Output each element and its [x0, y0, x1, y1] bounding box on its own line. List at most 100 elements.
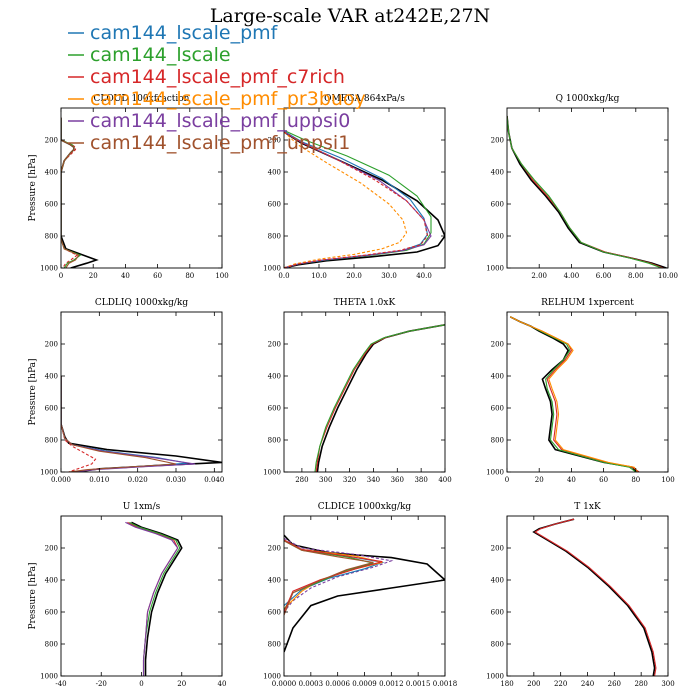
series-line: [284, 534, 445, 653]
y-tick-label: 800: [491, 233, 504, 241]
x-tick-label: 280: [634, 680, 647, 688]
series-line: [125, 521, 179, 676]
y-tick-label: 800: [45, 233, 58, 241]
y-tick-label: 600: [268, 201, 281, 209]
series-line: [61, 376, 177, 472]
y-tick-label: 400: [491, 169, 504, 177]
series-line: [127, 521, 179, 676]
series-line: [284, 131, 432, 268]
legend-entry: cam144_lscale_pmf_pr3buoy: [90, 88, 366, 110]
x-tick-label: 0.0015: [406, 680, 431, 688]
x-tick-label: -40: [55, 680, 66, 688]
x-tick-label: 0.000: [51, 476, 71, 484]
x-tick-label: 320: [343, 476, 356, 484]
x-tick-label: 20.0: [346, 272, 362, 280]
x-tick-label: 0.0: [278, 272, 289, 280]
series-line: [284, 539, 385, 607]
plot-frame: [506, 515, 669, 677]
y-tick-label: 1000: [486, 469, 504, 477]
series-line: [61, 376, 97, 472]
y-tick-label: 400: [491, 373, 504, 381]
y-tick-label: 800: [268, 641, 281, 649]
series-line: [131, 521, 183, 676]
panel-1: OMEGA 864xPa/s 0.0 10.0 20.0 30.0 40.0 200 400 6…: [263, 94, 446, 280]
panel-title: U 1xm/s: [123, 502, 161, 512]
legend-entry: cam144_lscale: [90, 44, 231, 66]
y-tick-label: 800: [268, 437, 281, 445]
series-line: [284, 539, 383, 613]
x-tick-label: 0.010: [89, 476, 109, 484]
x-tick-label: 8.00: [628, 272, 644, 280]
y-tick-label: 600: [45, 201, 58, 209]
x-tick-label: 380: [414, 476, 427, 484]
y-tick-label: 1000: [486, 265, 504, 273]
y-tick-label: 400: [491, 577, 504, 585]
x-tick-label: -20: [96, 680, 107, 688]
x-tick-label: 20: [177, 680, 186, 688]
plot-frame: [60, 515, 223, 677]
series-line: [314, 324, 445, 472]
series-line: [316, 324, 445, 472]
series-line: [315, 324, 445, 472]
x-tick-label: 0.040: [204, 476, 224, 484]
x-tick-label: 240: [581, 680, 594, 688]
x-tick-label: 6.00: [596, 272, 612, 280]
y-tick-label: 600: [268, 405, 281, 413]
x-tick-label: 40.0: [416, 272, 432, 280]
panel-5: RELHUM 1xpercent 0 20 40 60 80 100 200 400 600 800…: [486, 298, 675, 484]
x-tick-label: 360: [391, 476, 404, 484]
series-line: [61, 376, 196, 472]
x-tick-label: 0.020: [128, 476, 148, 484]
x-tick-label: 0: [59, 272, 63, 280]
x-tick-label: 0.0000: [272, 680, 297, 688]
x-tick-label: 0.0006: [325, 680, 350, 688]
x-tick-label: 20: [89, 272, 98, 280]
panel-title: CLDLIQ 1000xkg/kg: [95, 298, 189, 308]
x-tick-label: 30.0: [381, 272, 397, 280]
y-tick-label: 1000: [486, 673, 504, 681]
panel-title: Q 1000xkg/kg: [556, 94, 620, 104]
series-line: [507, 115, 662, 268]
y-tick-label: 200: [491, 341, 504, 349]
x-tick-label: 340: [367, 476, 380, 484]
y-tick-label: 800: [491, 437, 504, 445]
y-tick-label: 800: [45, 641, 58, 649]
x-tick-label: 300: [661, 680, 674, 688]
panel-title: CLDICE 1000xkg/kg: [318, 502, 412, 512]
y-tick-label: 800: [491, 641, 504, 649]
y-tick-label: 1000: [40, 673, 58, 681]
x-tick-label: 200: [527, 680, 540, 688]
series-line: [61, 117, 80, 268]
x-tick-label: 0: [505, 476, 509, 484]
y-tick-label: 600: [45, 609, 58, 617]
x-tick-label: 60: [153, 272, 162, 280]
y-tick-label: 200: [268, 545, 281, 553]
panel-title: THETA 1.0xK: [334, 298, 396, 308]
plot-frame: [60, 107, 223, 269]
y-tick-label: 400: [268, 373, 281, 381]
x-tick-label: 10.0: [311, 272, 327, 280]
x-tick-label: 4.00: [564, 272, 580, 280]
y-tick-label: 200: [268, 137, 281, 145]
x-tick-label: 0.0003: [299, 680, 324, 688]
panel-4: THETA 1.0xK 280 300 320 340 360 380 400 200 400 60…: [263, 298, 452, 484]
y-tick-label: 200: [45, 137, 58, 145]
y-tick-label: 200: [45, 341, 58, 349]
x-tick-label: 40: [567, 476, 576, 484]
legend-entry: cam144_lscale_pmf: [90, 22, 279, 44]
y-axis-label: Pressure [hPa]: [28, 358, 38, 425]
y-tick-label: 1000: [263, 673, 281, 681]
y-tick-label: 400: [45, 169, 58, 177]
y-tick-label: 400: [45, 577, 58, 585]
x-tick-label: 40: [218, 680, 227, 688]
y-axis-label: Pressure [hPa]: [28, 154, 38, 221]
series-line: [509, 316, 640, 472]
plot-frame: [283, 311, 446, 473]
y-tick-label: 400: [268, 577, 281, 585]
x-tick-label: 10.00: [658, 272, 678, 280]
y-tick-label: 600: [491, 405, 504, 413]
panel-title: T 1xK: [574, 502, 601, 512]
